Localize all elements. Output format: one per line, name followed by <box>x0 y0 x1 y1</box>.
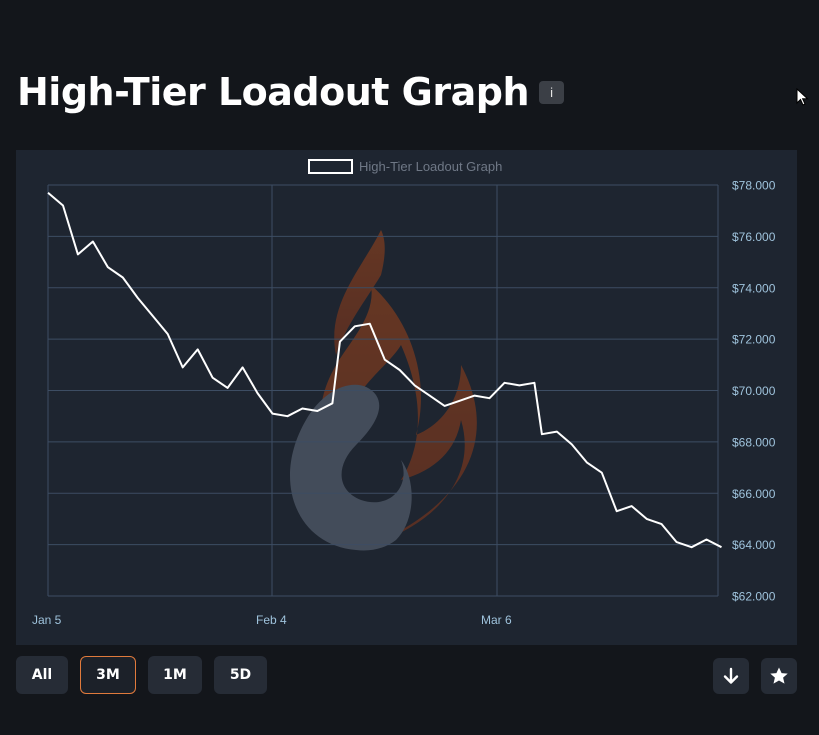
info-icon[interactable]: i <box>539 80 565 104</box>
y-tick-label: $70.000 <box>732 384 776 398</box>
price-chart: $62.000 $64.000 $66.000 $68.000 $70.000 $72.0… <box>32 159 776 627</box>
flame-logo-watermark <box>290 230 477 551</box>
y-tick-label: $76.000 <box>732 230 776 244</box>
legend-label: High-Tier Loadout Graph <box>359 159 502 174</box>
star-icon <box>770 667 788 684</box>
range-1m-button[interactable]: 1M <box>148 656 202 694</box>
x-tick-label: Jan 5 <box>32 613 62 627</box>
y-tick-label: $64.000 <box>732 538 776 552</box>
series-line <box>47 191 722 549</box>
legend-swatch <box>308 159 353 174</box>
favorite-button[interactable] <box>761 658 797 694</box>
range-selector: All 3M 1M 5D <box>16 656 267 694</box>
mouse-cursor-icon <box>796 88 809 106</box>
y-tick-label: $74.000 <box>732 281 776 295</box>
y-tick-label: $72.000 <box>732 333 776 347</box>
page-title: High-Tier Loadout Graph <box>17 70 530 114</box>
y-tick-label: $78.000 <box>732 179 776 193</box>
y-tick-label: $66.000 <box>732 487 776 501</box>
x-tick-label: Mar 6 <box>481 613 512 627</box>
x-tick-label: Feb 4 <box>256 613 287 627</box>
range-all-button[interactable]: All <box>16 656 68 694</box>
chart-panel: $62.000 $64.000 $66.000 $68.000 $70.000 $72.0… <box>16 150 797 645</box>
y-tick-label: $62.000 <box>732 590 776 604</box>
range-5d-button[interactable]: 5D <box>214 656 267 694</box>
range-3m-button[interactable]: 3M <box>80 656 136 694</box>
y-tick-label: $68.000 <box>732 435 776 449</box>
arrow-down-icon <box>723 667 739 684</box>
download-button[interactable] <box>713 658 749 694</box>
